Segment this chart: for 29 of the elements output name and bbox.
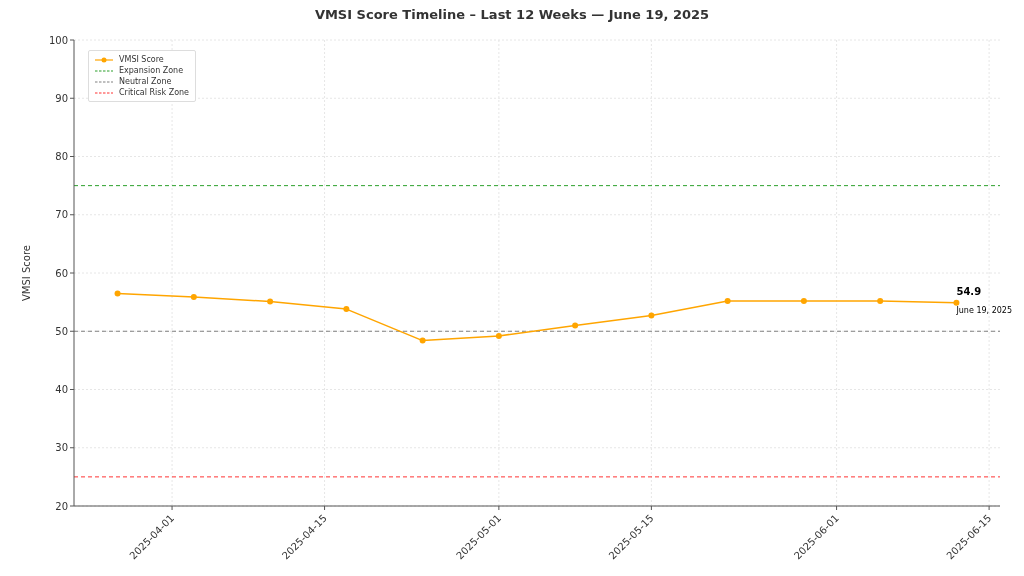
legend-label: Critical Risk Zone xyxy=(119,88,190,97)
point xyxy=(419,337,426,344)
legend-label: Neutral Zone xyxy=(119,77,172,86)
y-tick-label: 80 xyxy=(55,151,68,163)
point xyxy=(495,332,502,339)
y-tick-label: 70 xyxy=(55,209,68,221)
y-tick-label: 30 xyxy=(55,442,68,454)
point xyxy=(953,299,960,306)
chart-title: VMSI Score Timeline – Last 12 Weeks — June 19, 2025 xyxy=(313,7,711,24)
y-tick-label: 40 xyxy=(55,384,68,396)
y-tick-label: 100 xyxy=(48,34,68,46)
point xyxy=(267,298,274,305)
legend-label: VMSI Score xyxy=(119,55,164,64)
point xyxy=(724,297,731,304)
point xyxy=(648,312,655,319)
point xyxy=(114,290,121,297)
legend-label: Expansion Zone xyxy=(119,66,184,75)
point xyxy=(343,306,350,313)
point xyxy=(572,322,579,329)
point xyxy=(800,297,807,304)
y-tick-label: 20 xyxy=(55,500,68,512)
point xyxy=(190,293,197,300)
annotation: June 19, 2025 xyxy=(955,305,1013,315)
annotation: 54.9 xyxy=(956,285,982,297)
y-tick-label: 90 xyxy=(55,92,68,104)
y-tick-label: 50 xyxy=(55,325,68,337)
y-tick-label: 60 xyxy=(55,267,68,279)
point xyxy=(877,297,884,304)
y-axis-title: VMSI Score xyxy=(20,245,32,301)
